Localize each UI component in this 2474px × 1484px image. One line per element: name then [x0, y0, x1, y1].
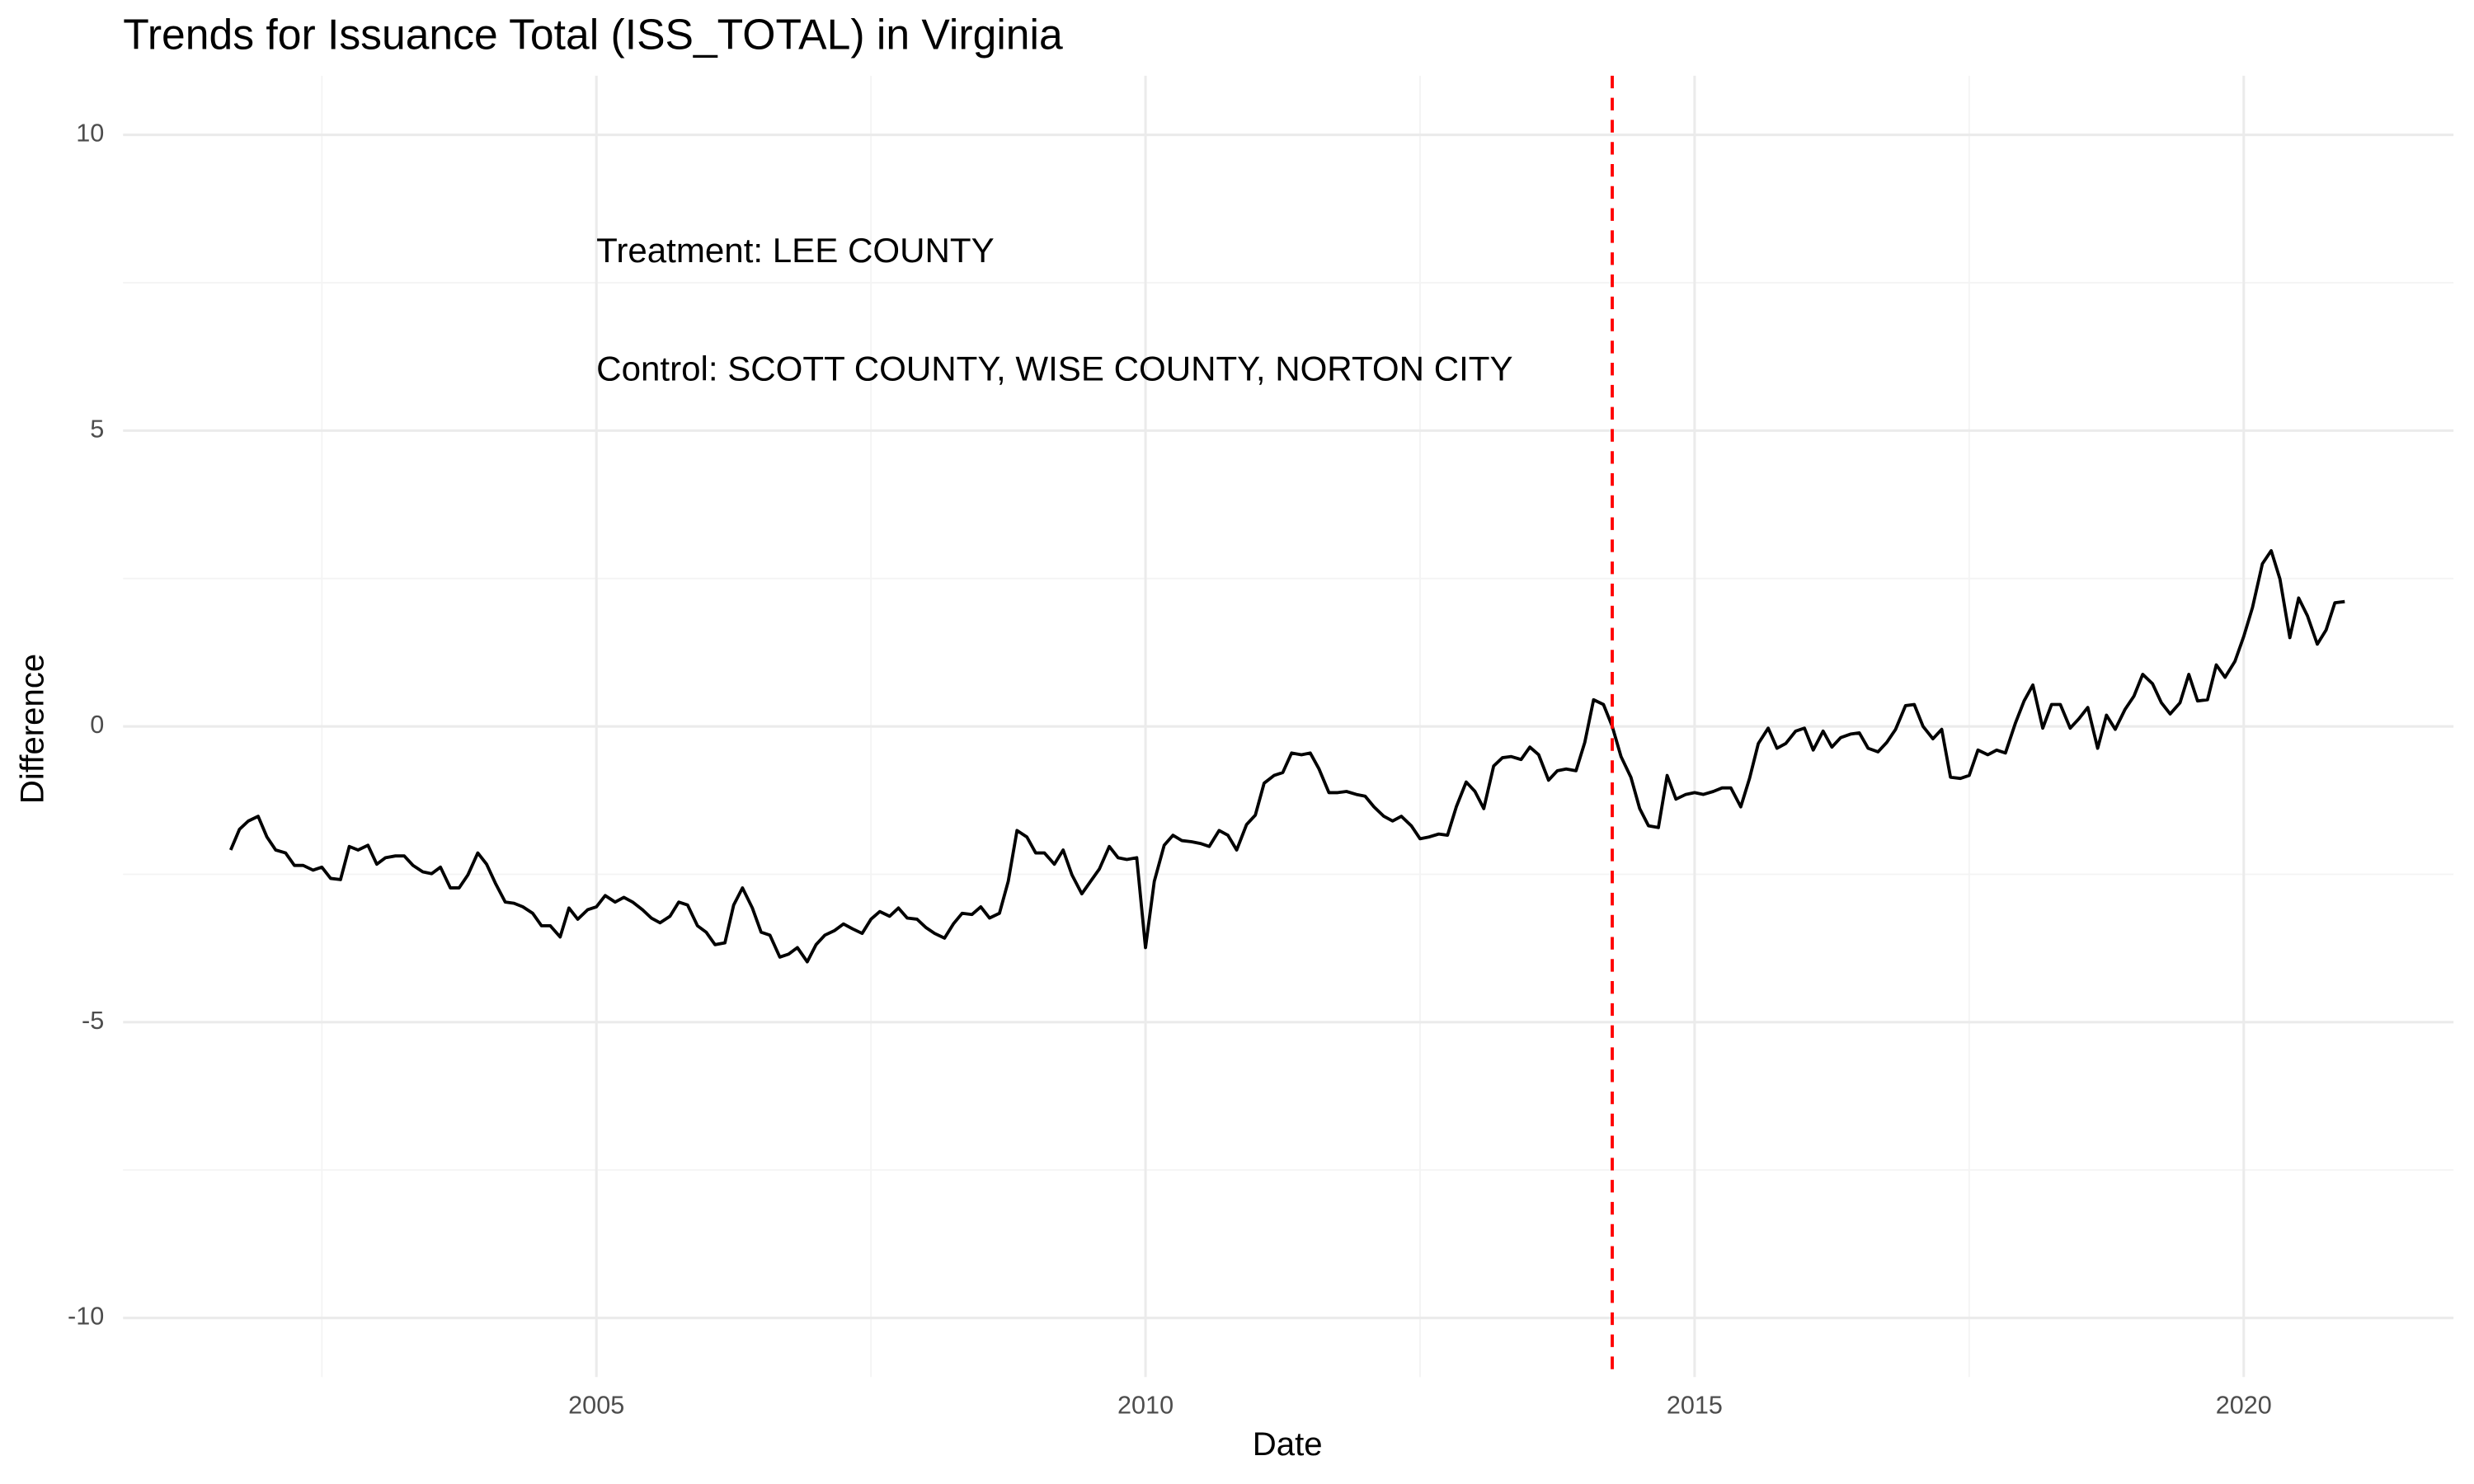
plot-area: Treatment: LEE COUNTY Control: SCOTT COUN… — [228, 75, 2345, 1378]
y-tick-label: -10 — [68, 1303, 104, 1331]
grid — [123, 75, 2454, 1378]
x-axis-title: Date — [1253, 1425, 1323, 1463]
annotation: Treatment: LEE COUNTY — [596, 231, 994, 270]
y-tick-label: 5 — [90, 415, 104, 443]
annotation: Control: SCOTT COUNTY, WISE COUNTY, NORT… — [596, 350, 1512, 388]
x-tick-label: 2005 — [568, 1392, 624, 1420]
chart-title: Trends for Issuance Total (ISS_TOTAL) in… — [123, 11, 1063, 59]
y-axis-title: Difference — [14, 654, 51, 804]
y-tick-label: 10 — [76, 120, 104, 148]
y-tick-label: 0 — [90, 711, 104, 739]
x-tick-label: 2020 — [2216, 1392, 2272, 1420]
x-tick-label: 2015 — [1667, 1392, 1723, 1420]
y-tick-label: -5 — [82, 1007, 104, 1035]
x-tick-label: 2010 — [1117, 1392, 1174, 1420]
data-line — [228, 549, 2345, 964]
